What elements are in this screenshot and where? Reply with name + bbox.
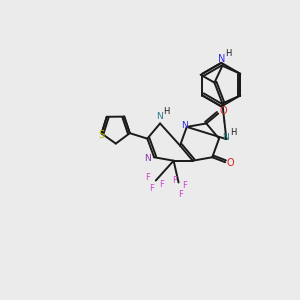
Text: F: F [182,181,187,190]
Text: N: N [156,112,162,121]
Text: F: F [172,176,177,185]
Text: H: H [230,128,236,137]
Text: F: F [178,190,183,199]
Text: H: H [225,50,232,58]
Text: F: F [159,180,164,189]
Text: N: N [182,122,188,130]
Text: F: F [149,184,154,193]
Text: S: S [98,130,105,140]
Text: H: H [163,107,169,116]
Text: O: O [226,158,234,168]
Text: F: F [146,173,150,182]
Text: N: N [144,154,151,163]
Text: N: N [218,54,225,64]
Text: O: O [219,106,227,116]
Text: N: N [223,133,230,142]
